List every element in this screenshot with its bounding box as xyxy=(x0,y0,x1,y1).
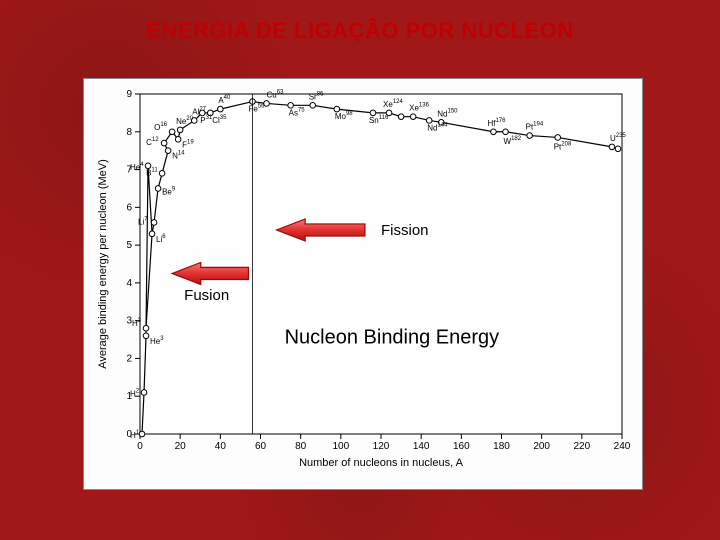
svg-text:40: 40 xyxy=(215,441,227,452)
slide-title: ENERGIA DE LIGAÇÃO POR NUCLEON xyxy=(0,0,720,44)
svg-text:240: 240 xyxy=(614,441,631,452)
svg-text:0: 0 xyxy=(137,441,143,452)
svg-text:200: 200 xyxy=(533,441,550,452)
x-axis-label: Number of nucleons in nucleus, A xyxy=(299,457,464,469)
svg-text:100: 100 xyxy=(332,441,349,452)
nuclide-label: H1 xyxy=(130,430,140,440)
svg-text:160: 160 xyxy=(453,441,470,452)
svg-text:80: 80 xyxy=(295,441,307,452)
nuclide-label: H2 xyxy=(130,388,140,398)
svg-text:4: 4 xyxy=(126,278,132,289)
svg-text:2: 2 xyxy=(126,353,132,364)
fusion-label: Fusion xyxy=(184,287,229,304)
svg-text:60: 60 xyxy=(255,441,267,452)
chart-title: Nucleon Binding Energy xyxy=(285,326,500,348)
svg-text:5: 5 xyxy=(126,240,132,251)
svg-text:20: 20 xyxy=(175,441,187,452)
y-axis-label: Average binding energy per nucleon (MeV) xyxy=(97,159,109,369)
binding-energy-chart: 0204060801001201401601802002202400123456… xyxy=(84,79,642,489)
svg-text:6: 6 xyxy=(126,202,132,213)
svg-text:140: 140 xyxy=(413,441,430,452)
svg-text:9: 9 xyxy=(126,89,132,100)
chart-container: 0204060801001201401601802002202400123456… xyxy=(83,78,643,490)
fission-label: Fission xyxy=(381,222,429,239)
svg-text:180: 180 xyxy=(493,441,510,452)
svg-text:8: 8 xyxy=(126,127,132,138)
svg-text:120: 120 xyxy=(373,441,390,452)
svg-text:220: 220 xyxy=(573,441,590,452)
